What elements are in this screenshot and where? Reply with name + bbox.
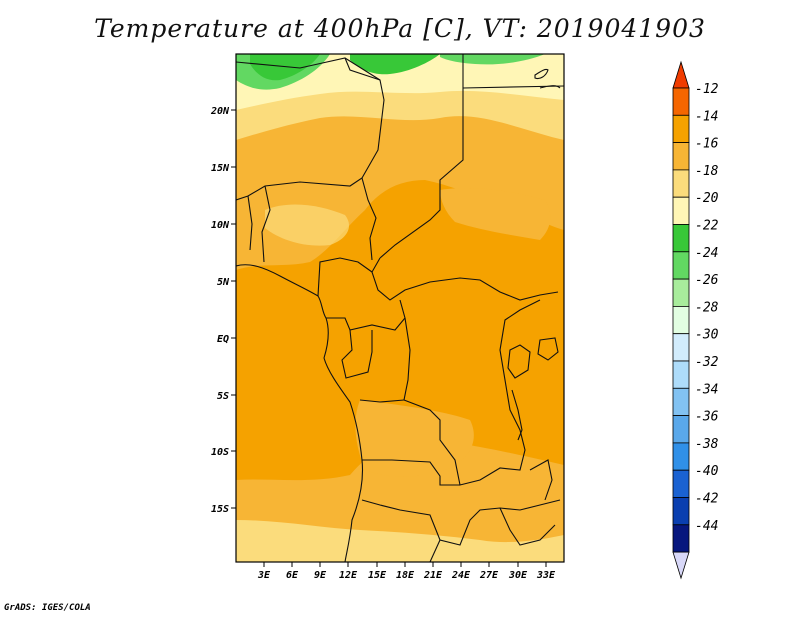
colorbar-swatch bbox=[672, 142, 690, 171]
lon-label-21e: 21E bbox=[423, 570, 443, 581]
lon-label-6e: 6E bbox=[286, 570, 299, 581]
lon-label-30e: 30E bbox=[508, 570, 528, 581]
lat-axis: 20N 15N 10N 5N EQ 5S 10S 15S bbox=[210, 106, 236, 515]
colorbar-label: -20 bbox=[695, 191, 719, 206]
colorbar-label: -44 bbox=[695, 519, 718, 534]
colorbar-label: -38 bbox=[695, 437, 719, 452]
lon-label-9e: 9E bbox=[314, 570, 327, 581]
colorbar-swatch bbox=[672, 114, 690, 144]
colorbar-label: -32 bbox=[695, 355, 719, 370]
colorbar-label: -22 bbox=[695, 219, 719, 234]
colorbar-labels: -12 -14 -16 -18 -20 -22 -24 -26 -28 -30 -32 -34 -36 -… bbox=[695, 82, 719, 534]
map-title: Temperature at 400hPa [C], VT: 201904190… bbox=[94, 14, 706, 43]
colorbar-swatch bbox=[672, 497, 690, 526]
colorbar-label: -42 bbox=[695, 492, 719, 507]
colorbar-label: -36 bbox=[695, 410, 719, 425]
colorbar-label: -18 bbox=[695, 164, 719, 179]
lon-label-3e: 3E bbox=[257, 570, 271, 581]
colorbar-swatch bbox=[672, 333, 690, 362]
colorbar-label: -30 bbox=[695, 328, 719, 343]
colorbar-swatch bbox=[672, 415, 690, 444]
lat-label-15s: 15S bbox=[211, 504, 229, 515]
lon-label-15e: 15E bbox=[368, 570, 387, 581]
colorbar-swatch bbox=[672, 551, 690, 580]
lon-axis: 3E 6E 9E 12E 15E 18E 21E 24E 27E 30E 33E bbox=[257, 562, 556, 581]
lat-label-5n: 5N bbox=[217, 277, 230, 288]
colorbar-swatch bbox=[672, 251, 690, 280]
lon-label-12e: 12E bbox=[339, 570, 358, 581]
colorbar-label: -16 bbox=[695, 137, 719, 152]
colorbar-swatch bbox=[672, 360, 690, 389]
lat-label-eq: EQ bbox=[217, 334, 229, 345]
lat-label-15n: 15N bbox=[211, 163, 230, 174]
grads-credit: GrADS: IGES/COLA bbox=[4, 603, 91, 613]
lon-label-33e: 33E bbox=[536, 570, 556, 581]
lat-label-10s: 10S bbox=[211, 447, 229, 458]
colorbar-label: -14 bbox=[695, 109, 718, 124]
country-borders bbox=[236, 54, 564, 562]
colorbar-swatch bbox=[672, 196, 690, 225]
colorbar-label: -40 bbox=[695, 464, 719, 479]
colorbar-label: -34 bbox=[695, 382, 718, 397]
colorbar-swatches bbox=[672, 60, 690, 580]
map-frame bbox=[235, 53, 565, 563]
colorbar-swatch bbox=[672, 524, 690, 553]
colorbar-swatch bbox=[672, 278, 690, 307]
lat-label-5s: 5S bbox=[217, 391, 229, 402]
colorbar-label: -28 bbox=[695, 300, 719, 315]
colorbar: -12 -14 -16 -18 -20 -22 -24 -26 -28 -30 -32 -34 -36 -… bbox=[672, 60, 719, 580]
lat-label-10n: 10N bbox=[211, 220, 230, 231]
colorbar-swatch bbox=[672, 442, 690, 471]
colorbar-label: -26 bbox=[695, 273, 719, 288]
temperature-field bbox=[236, 54, 564, 562]
colorbar-swatch bbox=[672, 224, 690, 253]
colorbar-swatch bbox=[672, 469, 690, 498]
colorbar-swatch bbox=[672, 305, 690, 335]
colorbar-swatch bbox=[672, 60, 690, 89]
lon-label-27e: 27E bbox=[479, 570, 499, 581]
lon-label-24e: 24E bbox=[451, 570, 471, 581]
colorbar-swatch bbox=[672, 169, 690, 198]
colorbar-label: -24 bbox=[695, 246, 718, 261]
colorbar-label: -12 bbox=[695, 82, 719, 97]
lon-label-18e: 18E bbox=[396, 570, 415, 581]
colorbar-swatch bbox=[672, 87, 690, 116]
colorbar-swatch bbox=[672, 387, 690, 416]
lat-label-20n: 20N bbox=[210, 106, 230, 117]
